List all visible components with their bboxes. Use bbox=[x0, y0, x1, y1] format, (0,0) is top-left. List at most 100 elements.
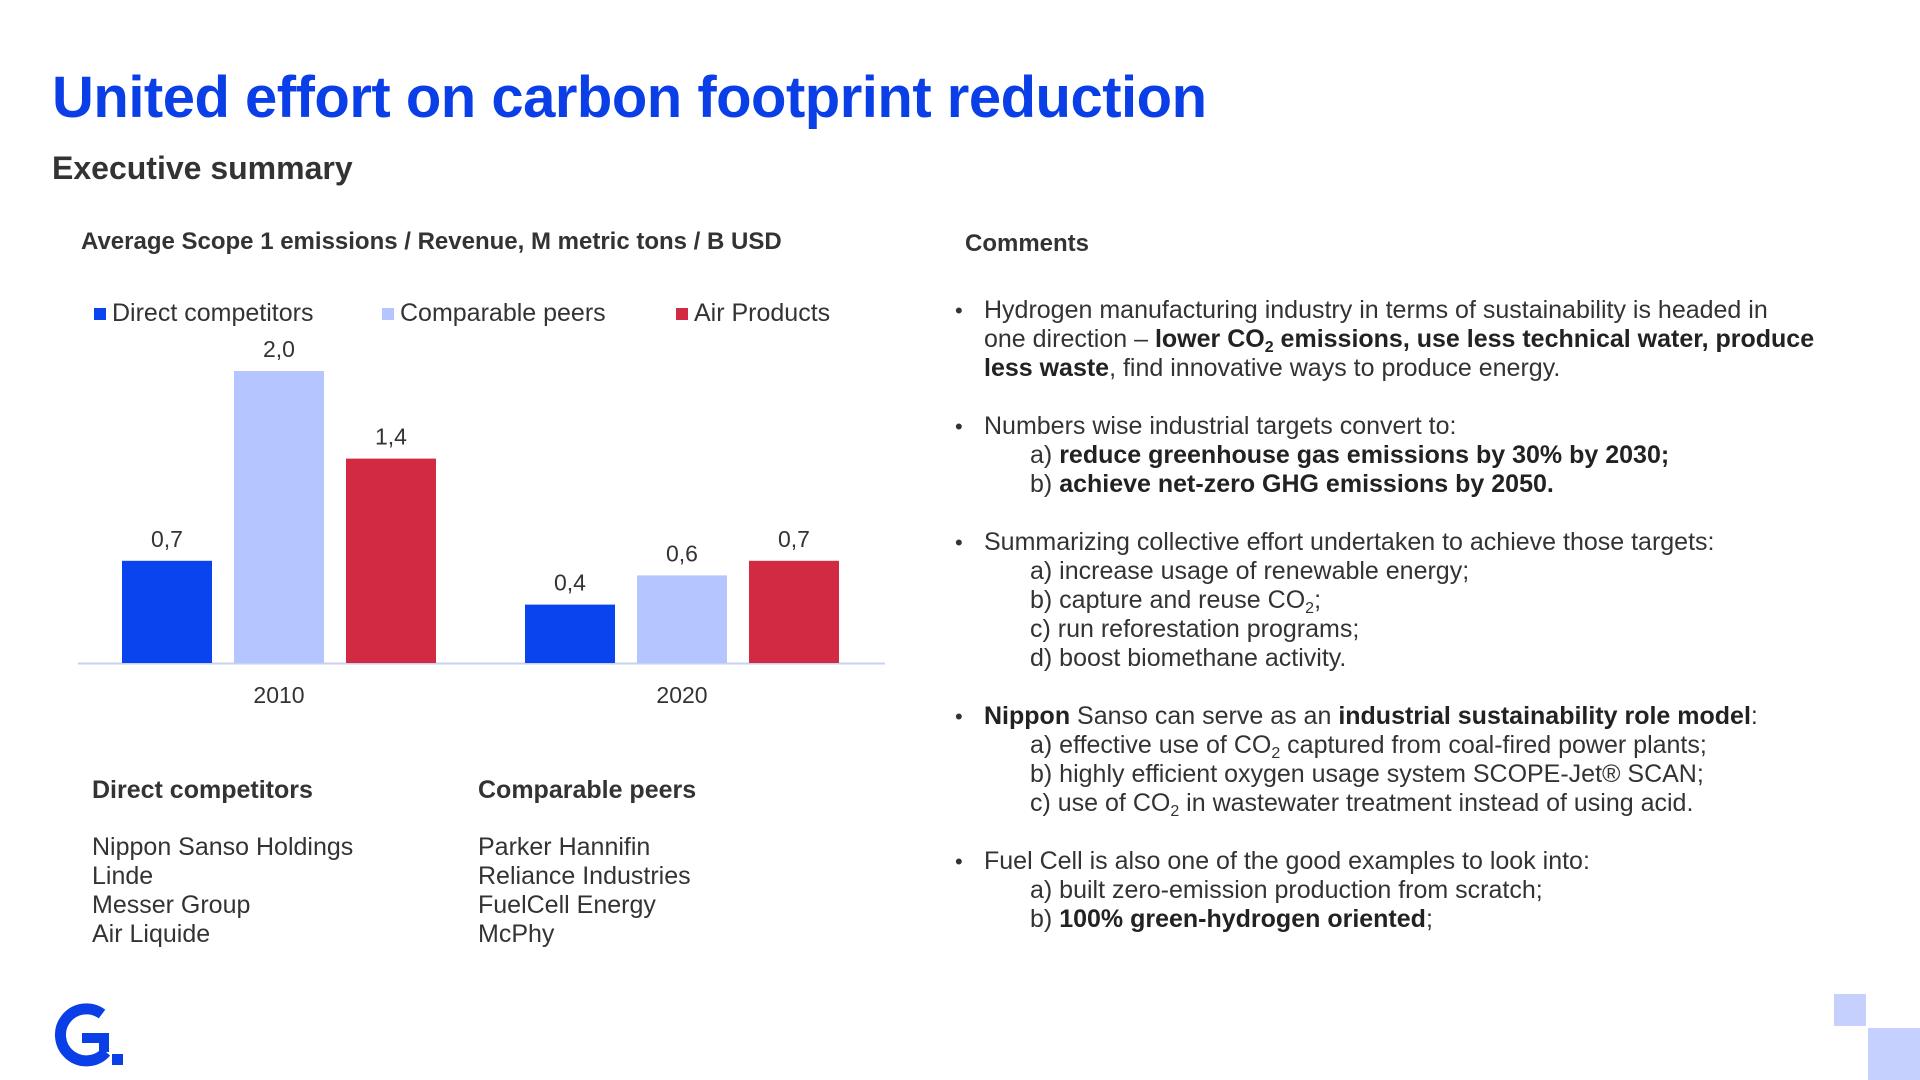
comment-text: lower CO bbox=[1154, 325, 1265, 353]
comment-text: 2 bbox=[1264, 339, 1274, 356]
bar bbox=[234, 371, 324, 663]
comment-text: 2 bbox=[1271, 745, 1281, 762]
comment-sub-item: b) achieve net-zero GHG emissions by 205… bbox=[984, 470, 1855, 499]
comment-text: b) bbox=[1030, 470, 1060, 498]
data-label: 1,4 bbox=[375, 424, 407, 450]
comment-line: Fuel Cell is also one of the good exampl… bbox=[984, 847, 1855, 876]
company-logo-g-icon bbox=[54, 1003, 123, 1067]
data-label: 2,0 bbox=[263, 336, 295, 362]
list-item: Air Liquide bbox=[92, 920, 211, 948]
bullet-dot: • bbox=[955, 849, 963, 874]
comment-line: Numbers wise industrial targets convert … bbox=[984, 412, 1855, 441]
comment-text: achieve net-zero GHG emissions by 2050. bbox=[1059, 470, 1554, 498]
legend-label: Direct competitors bbox=[112, 299, 313, 327]
comments-list: • Hydrogen manufacturing industry in term… bbox=[955, 296, 1855, 963]
direct-competitors-list: Direct competitors Nippon Sanso Holdings… bbox=[92, 776, 353, 949]
list-item: Reliance Industries bbox=[478, 862, 691, 890]
comment-text: Hydrogen manufacturing industry in terms… bbox=[984, 296, 1768, 324]
comment-bullet: • Nippon Sanso can serve as an industrial… bbox=[955, 702, 1855, 820]
comment-line: Nippon Sanso can serve as an industrial … bbox=[984, 702, 1855, 731]
x-tick-label: 2010 bbox=[253, 682, 304, 708]
direct-competitors-header: Direct competitors bbox=[92, 776, 313, 804]
comment-text: Numbers wise industrial targets convert … bbox=[984, 412, 1457, 440]
bullet-dot: • bbox=[955, 704, 963, 729]
comment-line: less waste, find innovative ways to prod… bbox=[984, 354, 1855, 383]
bullet-dot: • bbox=[955, 530, 963, 555]
bullet-dot: • bbox=[955, 414, 963, 439]
comment-text: d) boost biomethane activity. bbox=[1030, 644, 1347, 672]
comment-text: emissions, use less technical water, pro… bbox=[1273, 325, 1815, 353]
comment-text: ; bbox=[1425, 905, 1433, 933]
page-subtitle: Executive summary bbox=[52, 150, 353, 186]
comment-bullet: • Hydrogen manufacturing industry in term… bbox=[955, 296, 1855, 383]
comment-text: 2 bbox=[1170, 803, 1180, 820]
bar bbox=[749, 560, 839, 663]
comment-sub-item: d) boost biomethane activity. bbox=[984, 644, 1855, 673]
comment-sub-item: b) highly efficient oxygen usage system … bbox=[984, 760, 1855, 789]
comment-text: Sanso can serve as an bbox=[1070, 702, 1339, 730]
comparable-peers-header: Comparable peers bbox=[478, 776, 697, 804]
data-label: 0,4 bbox=[554, 570, 586, 596]
comment-text: industrial sustainability role model bbox=[1338, 702, 1751, 730]
comment-bullet: • Summarizing collective effort undertake… bbox=[955, 528, 1855, 673]
bar bbox=[525, 604, 615, 663]
comment-bullet: • Numbers wise industrial targets convert… bbox=[955, 412, 1855, 499]
comment-text: captured from coal-fired power plants; bbox=[1280, 731, 1707, 759]
comment-sub-item: a) increase usage of renewable energy; bbox=[984, 557, 1855, 586]
legend-swatch bbox=[676, 308, 688, 320]
comment-sub-item: c) run reforestation programs; bbox=[984, 615, 1855, 644]
comment-sub-item: c) use of CO2 in wastewater treatment in… bbox=[984, 789, 1855, 820]
comment-text: a) built zero-emission production from s… bbox=[1030, 876, 1543, 904]
x-tick-label: 2020 bbox=[656, 682, 707, 708]
comment-bullet: • Fuel Cell is also one of the good examp… bbox=[955, 847, 1855, 934]
comment-text: a) increase usage of renewable energy; bbox=[1030, 557, 1470, 585]
comment-text: , find innovative ways to produce energy… bbox=[1109, 354, 1561, 382]
comments-title: Comments bbox=[965, 230, 1090, 257]
comment-sub-item: b) capture and reuse CO2; bbox=[984, 586, 1855, 617]
page-title: United effort on carbon footprint reduct… bbox=[52, 65, 1207, 130]
bullet-dot: • bbox=[955, 298, 963, 323]
bar bbox=[122, 560, 212, 663]
list-item: Linde bbox=[92, 862, 154, 890]
bar bbox=[346, 458, 436, 663]
comment-text: reduce greenhouse gas emissions by 30% b… bbox=[1059, 441, 1670, 469]
comment-text: b) capture and reuse CO bbox=[1030, 586, 1306, 614]
comment-sub-item: a) effective use of CO2 captured from co… bbox=[984, 731, 1855, 762]
decorative-square bbox=[1834, 994, 1866, 1026]
comment-text: b) highly efficient oxygen usage system … bbox=[1030, 760, 1704, 788]
list-item: Messer Group bbox=[92, 891, 251, 919]
legend-swatch bbox=[382, 308, 394, 320]
list-item: McPhy bbox=[478, 920, 555, 948]
comment-line: one direction – lower CO2 emissions, use… bbox=[984, 325, 1855, 356]
comment-text: less waste bbox=[984, 354, 1110, 382]
data-label: 0,7 bbox=[778, 526, 810, 552]
comment-text: 100% green-hydrogen oriented bbox=[1059, 905, 1426, 933]
data-label: 0,6 bbox=[666, 540, 698, 566]
comment-text: ; bbox=[1314, 586, 1322, 614]
comment-text: c) use of CO bbox=[1030, 789, 1171, 817]
comment-line: Summarizing collective effort undertaken… bbox=[984, 528, 1855, 557]
comment-text: Nippon bbox=[984, 702, 1071, 730]
comment-text: Fuel Cell is also one of the good exampl… bbox=[984, 847, 1590, 875]
comment-text: b) bbox=[1030, 905, 1060, 933]
comment-sub-item: a) built zero-emission production from s… bbox=[984, 876, 1855, 905]
emissions-bar-chart: Direct competitors Comparable peers Air Pr… bbox=[78, 299, 885, 708]
comment-text: in wastewater treatment instead of using… bbox=[1179, 789, 1694, 817]
comment-text: a) bbox=[1030, 441, 1060, 469]
chart-title: Average Scope 1 emissions / Revenue, M m… bbox=[81, 228, 782, 255]
legend-label: Air Products bbox=[694, 299, 830, 327]
comparable-peers-list: Comparable peers Parker Hannifin Relianc… bbox=[478, 776, 696, 949]
list-item: Nippon Sanso Holdings bbox=[92, 833, 354, 861]
comment-text: 2 bbox=[1305, 600, 1315, 617]
decorative-square bbox=[1868, 1028, 1920, 1080]
comment-text: one direction – bbox=[984, 325, 1155, 353]
comment-line: Hydrogen manufacturing industry in terms… bbox=[984, 296, 1855, 325]
legend-label: Comparable peers bbox=[400, 299, 606, 327]
comment-text: Summarizing collective effort undertaken… bbox=[984, 528, 1715, 556]
list-item: Parker Hannifin bbox=[478, 833, 651, 861]
comment-text: a) effective use of CO bbox=[1030, 731, 1272, 759]
bar bbox=[637, 575, 727, 663]
comment-text: c) run reforestation programs; bbox=[1030, 615, 1360, 643]
legend-swatch bbox=[94, 308, 106, 320]
comment-text: : bbox=[1750, 702, 1758, 730]
